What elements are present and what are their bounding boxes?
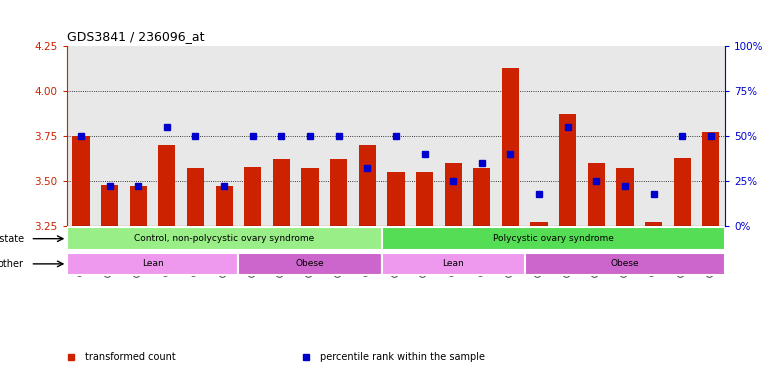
Bar: [673, 158, 691, 226]
Text: Obese: Obese: [611, 259, 639, 268]
Bar: [187, 169, 204, 226]
Bar: [158, 145, 176, 226]
Bar: [559, 114, 576, 226]
Text: Control, non-polycystic ovary syndrome: Control, non-polycystic ovary syndrome: [134, 234, 314, 243]
Bar: [330, 159, 347, 226]
Bar: [502, 68, 519, 226]
Bar: [445, 163, 462, 226]
Bar: [382, 253, 524, 275]
Bar: [645, 222, 662, 226]
Text: Lean: Lean: [142, 259, 163, 268]
Bar: [416, 172, 433, 226]
Bar: [382, 227, 725, 250]
Bar: [72, 136, 89, 226]
Text: Lean: Lean: [442, 259, 464, 268]
Text: Obese: Obese: [296, 259, 325, 268]
Text: transformed count: transformed count: [85, 352, 176, 362]
Bar: [67, 253, 238, 275]
Text: GDS3841 / 236096_at: GDS3841 / 236096_at: [67, 30, 204, 43]
Bar: [101, 185, 118, 226]
Bar: [474, 169, 491, 226]
Bar: [387, 172, 405, 226]
Bar: [238, 253, 382, 275]
Bar: [273, 159, 290, 226]
Bar: [588, 163, 605, 226]
Bar: [531, 222, 548, 226]
Text: Polycystic ovary syndrome: Polycystic ovary syndrome: [493, 234, 614, 243]
Bar: [702, 132, 720, 226]
Bar: [244, 167, 261, 226]
Bar: [616, 169, 633, 226]
Text: other: other: [0, 259, 24, 269]
Bar: [524, 253, 725, 275]
Bar: [129, 187, 147, 226]
Bar: [301, 169, 318, 226]
Bar: [67, 227, 382, 250]
Text: disease state: disease state: [0, 234, 24, 244]
Bar: [359, 145, 376, 226]
Text: percentile rank within the sample: percentile rank within the sample: [320, 352, 485, 362]
Bar: [216, 187, 233, 226]
